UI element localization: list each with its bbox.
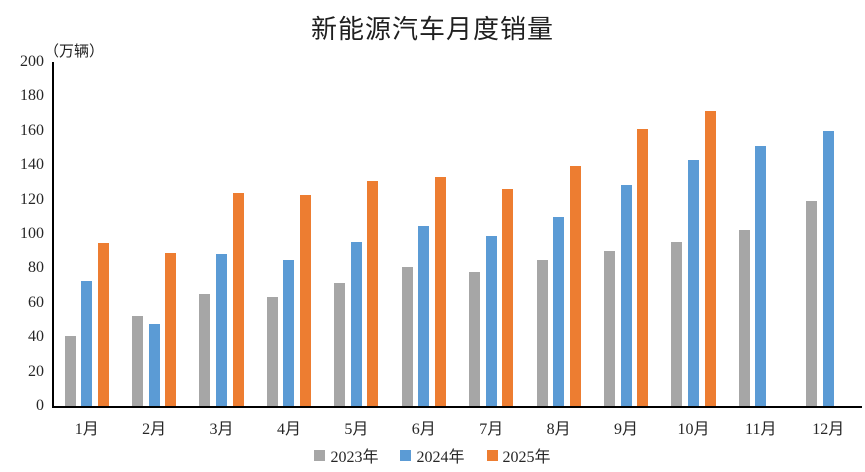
chart-title: 新能源汽车月度销量 <box>310 15 554 44</box>
x-label-3月: 3月 <box>209 421 234 438</box>
legend-label: 2025年 <box>502 449 551 466</box>
y-tick-label-160: 160 <box>20 121 44 139</box>
bar-2023年-1月 <box>64 335 76 406</box>
x-label-2月: 2月 <box>142 421 167 438</box>
x-label-8月: 8月 <box>546 421 571 438</box>
x-label-9月: 9月 <box>614 421 639 438</box>
legend-swatch-icon <box>314 449 326 461</box>
legend-item-2023年: 2023年 <box>314 443 378 467</box>
bar-2023年-3月 <box>199 293 211 406</box>
bar-2024年-9月 <box>620 184 632 406</box>
bar-2024年-7月 <box>485 235 497 406</box>
bar-2025年-6月 <box>434 177 446 406</box>
x-label-12月: 12月 <box>812 421 845 438</box>
x-label-7月: 7月 <box>479 421 504 438</box>
bar-2024年-3月 <box>216 254 228 406</box>
legend-swatch-icon <box>400 449 412 461</box>
y-axis-unit-label: （万辆） <box>44 44 105 60</box>
x-label-1月: 1月 <box>74 421 99 438</box>
y-tick-label-200: 200 <box>20 53 44 70</box>
bar-2023年-2月 <box>132 315 144 406</box>
legend-item-2025年: 2025年 <box>486 443 551 467</box>
bar-2025年-10月 <box>704 111 716 406</box>
legend-item-2024年: 2024年 <box>400 443 465 467</box>
bar-2023年-5月 <box>334 282 346 406</box>
y-tick-label-140: 140 <box>20 156 44 174</box>
bar-2025年-7月 <box>502 188 514 406</box>
legend-label: 2023年 <box>330 449 379 466</box>
legend-swatch-icon <box>486 449 498 461</box>
bar-2023年-6月 <box>401 267 413 406</box>
y-tick-label-100: 100 <box>20 225 44 242</box>
y-tick-label-180: 180 <box>20 87 44 105</box>
y-axis <box>52 62 54 408</box>
bar-2025年-2月 <box>165 252 177 406</box>
bar-2025年-3月 <box>232 193 244 406</box>
x-label-4月: 4月 <box>276 421 301 438</box>
y-tick-label-80: 80 <box>28 259 44 277</box>
bar-2023年-4月 <box>266 296 278 406</box>
bar-2024年-11月 <box>755 145 767 406</box>
y-tick-label-60: 60 <box>28 293 44 311</box>
x-label-5月: 5月 <box>344 421 369 438</box>
bar-2024年-8月 <box>553 216 565 406</box>
bar-2024年-6月 <box>418 225 430 406</box>
bar-2023年-9月 <box>603 250 615 406</box>
legend: 2023年 2024年 2025年 <box>0 443 865 467</box>
bar-2025年-9月 <box>637 129 649 406</box>
bar-2023年-11月 <box>738 229 750 406</box>
bar-2024年-5月 <box>350 241 362 406</box>
bar-2024年-2月 <box>148 323 160 406</box>
bar-2025年-8月 <box>569 166 581 406</box>
bar-2025年-5月 <box>367 181 379 406</box>
bar-2023年-12月 <box>806 201 818 406</box>
y-tick-label-20: 20 <box>28 362 44 380</box>
y-tick-label-120: 120 <box>20 190 44 208</box>
x-axis <box>52 406 862 408</box>
bar-2023年-10月 <box>671 241 683 406</box>
x-label-6月: 6月 <box>411 421 436 438</box>
bar-2024年-12月 <box>822 131 834 406</box>
bar-2025年-1月 <box>97 243 109 406</box>
x-label-11月: 11月 <box>745 421 777 438</box>
bar-2024年-1月 <box>81 280 93 406</box>
bar-2023年-8月 <box>536 260 548 406</box>
bar-2025年-4月 <box>300 195 312 406</box>
bar-2024年-10月 <box>687 160 699 406</box>
x-label-10月: 10月 <box>677 421 710 438</box>
y-tick-label-0: 0 <box>36 397 44 414</box>
y-tick-label-40: 40 <box>28 328 44 346</box>
bar-2023年-7月 <box>469 271 481 406</box>
legend-label: 2024年 <box>416 449 465 466</box>
bar-2024年-4月 <box>283 259 295 406</box>
